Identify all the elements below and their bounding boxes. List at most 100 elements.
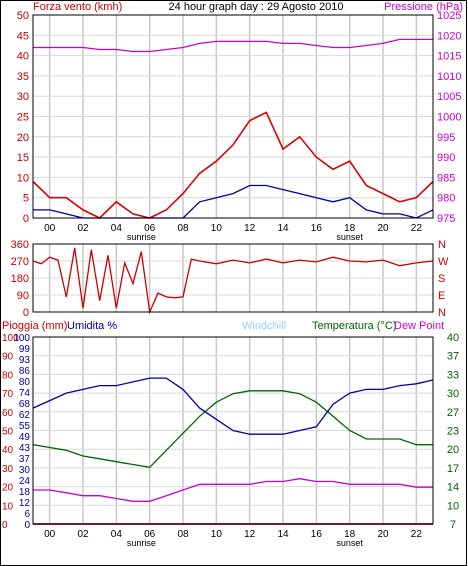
direction-y-tick-label: 270 — [11, 256, 29, 268]
humidity-y-tick-label: 6 — [24, 509, 30, 520]
x-tick-label: 08 — [177, 223, 189, 234]
rain-y-tick-label: 50 — [2, 427, 14, 438]
x-tick-label: 12 — [244, 529, 256, 540]
rain-y-tick-label: 30 — [2, 464, 14, 475]
x-tick-label: 14 — [277, 529, 289, 540]
rain-axis-label: Pioggia (mm) — [2, 320, 67, 332]
temperature-y-tick-label: 20 — [447, 444, 459, 456]
pressure-y-tick-label: 1015 — [437, 51, 461, 63]
pressure-axis-label: Pressione (hPa) — [384, 1, 463, 13]
humidity-axis-label: Umidita % — [67, 320, 117, 332]
rain-y-tick-label: 60 — [2, 408, 14, 419]
wind-direction-line — [32, 247, 434, 315]
temperature-y-tick-label: 40 — [447, 332, 459, 344]
wind-y-tick-label: 15 — [17, 152, 29, 164]
sunrise-label: sunrise — [127, 232, 156, 242]
direction-y-tick-label: 180 — [11, 273, 29, 285]
x-tick-label: 02 — [77, 529, 89, 540]
humidity-y-tick-label: 30 — [19, 465, 31, 476]
x-tick-label: 10 — [211, 223, 223, 234]
humidity-y-tick-label: 86 — [19, 366, 31, 377]
pressure-y-tick-label: 1020 — [437, 30, 461, 42]
plot-frame — [32, 14, 434, 219]
temperature-y-tick-label: 7 — [450, 519, 456, 531]
x-tick-label: 20 — [377, 223, 389, 234]
sunset-label: sunset — [336, 538, 363, 548]
pressure-y-tick-label: 1000 — [437, 112, 461, 124]
wind-y-tick-label: 5 — [23, 193, 29, 205]
wind-y-tick-label: 50 — [17, 10, 29, 22]
x-tick-label: 22 — [411, 223, 423, 234]
plot-frame — [32, 243, 434, 313]
humidity-y-tick-label: 43 — [19, 443, 31, 454]
pressure-y-tick-label: 980 — [437, 193, 455, 205]
wind-average-line — [33, 184, 434, 219]
humidity-y-tick-label: 55 — [19, 421, 31, 432]
rain-y-tick-label: 80 — [2, 370, 14, 381]
x-tick-label: 00 — [44, 529, 56, 540]
x-tick-label: 18 — [344, 529, 356, 540]
pressure-y-tick-label: 990 — [437, 152, 455, 164]
humidity-y-tick-label: 100 — [13, 333, 30, 344]
humidity-y-tick-label: 93 — [19, 355, 31, 366]
pressure-y-tick-label: 1025 — [437, 10, 461, 22]
temperature-y-tick-label: 30 — [447, 388, 459, 400]
x-tick-label: 16 — [311, 529, 323, 540]
wind-y-tick-label: 40 — [17, 51, 29, 63]
temperature-y-tick-label: 33 — [447, 369, 459, 381]
humidity-y-tick-label: 0 — [24, 520, 30, 531]
wind-y-tick-label: 10 — [17, 172, 29, 184]
temperature-line — [32, 390, 433, 468]
temperature-y-tick-label: 37 — [447, 351, 459, 363]
humidity-y-tick-label: 18 — [19, 487, 31, 498]
humidity-y-tick-label: 99 — [19, 344, 31, 355]
wind-y-tick-label: 25 — [17, 112, 29, 124]
humidity-y-tick-label: 24 — [19, 476, 31, 487]
rain-y-tick-label: 90 — [2, 352, 14, 363]
humidity-y-tick-label: 62 — [19, 410, 31, 421]
direction-y-tick-label: 360 — [11, 239, 29, 251]
compass-label: N — [438, 239, 446, 251]
x-tick-label: 12 — [244, 223, 256, 234]
temperature-y-tick-label: 27 — [447, 407, 459, 419]
x-tick-label: 02 — [77, 223, 89, 234]
rain-y-tick-label: 100 — [2, 333, 19, 344]
pressure-y-tick-label: 1005 — [437, 91, 461, 103]
dewpoint-line — [33, 478, 433, 502]
graph-title: 24 hour graph day : 29 Agosto 2010 — [169, 1, 344, 13]
humidity-line — [32, 377, 434, 435]
humidity-y-tick-label: 49 — [19, 432, 31, 443]
pressure-y-tick-label: 1010 — [437, 71, 461, 83]
compass-label: N — [438, 307, 446, 319]
temperature-y-tick-label: 14 — [447, 482, 459, 494]
x-tick-label: 18 — [344, 223, 356, 234]
x-tick-label: 08 — [177, 529, 189, 540]
rain-y-tick-label: 10 — [2, 501, 14, 512]
humidity-y-tick-label: 74 — [19, 388, 31, 399]
rain-y-tick-label: 40 — [2, 445, 14, 456]
x-tick-label: 10 — [211, 529, 223, 540]
x-tick-label: 06 — [144, 529, 156, 540]
pressure-y-tick-label: 975 — [437, 213, 455, 225]
x-tick-label: 04 — [111, 223, 123, 234]
wind-pressure-panel: 0510152025303540455097598098599099510001… — [17, 10, 462, 242]
direction-y-tick-label: 0 — [23, 307, 29, 319]
compass-label: S — [438, 273, 445, 285]
temperature-axis-label: Temperatura (°C) — [312, 320, 396, 332]
x-tick-label: 22 — [411, 529, 423, 540]
sunrise-label: sunrise — [127, 538, 156, 548]
wind-y-tick-label: 45 — [17, 30, 29, 42]
rain-y-tick-label: 0 — [2, 520, 8, 531]
wind-y-tick-label: 0 — [23, 213, 29, 225]
direction-y-tick-label: 90 — [17, 290, 29, 302]
x-tick-label: 04 — [111, 529, 123, 540]
compass-label: W — [438, 256, 449, 268]
x-tick-label: 14 — [277, 223, 289, 234]
humidity-y-tick-label: 12 — [19, 498, 31, 509]
temperature-y-tick-label: 10 — [447, 500, 459, 512]
humidity-y-tick-label: 80 — [19, 377, 31, 388]
